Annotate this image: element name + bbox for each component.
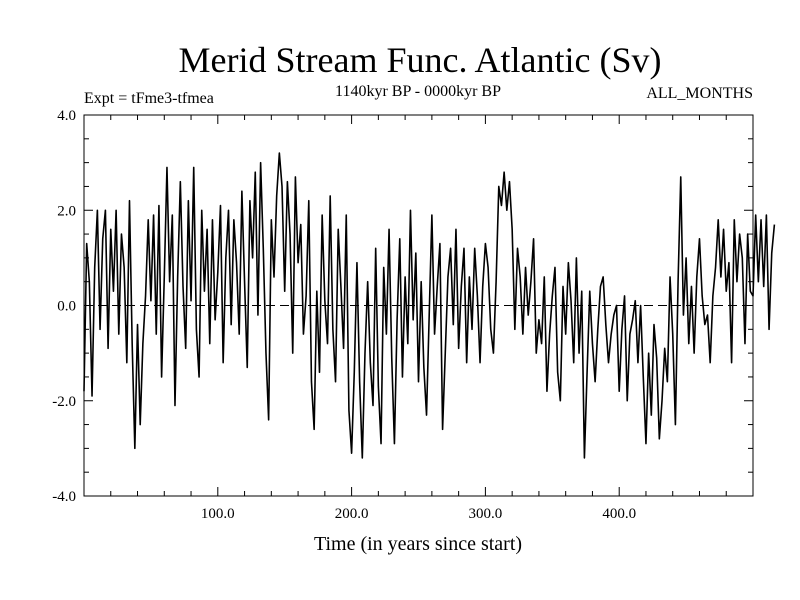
- x-tick-label: 400.0: [602, 506, 636, 522]
- x-tick-label: 100.0: [201, 506, 235, 522]
- y-tick-label: 4.0: [57, 108, 76, 124]
- axis-ticks: 100.0 200.0 300.0 400.0 4.0 2.0 0.0 -2.0 -4.0: [52, 108, 753, 522]
- y-tick-label: -4.0: [52, 489, 76, 505]
- x-axis-label: Time (in years since start): [314, 533, 522, 555]
- y-tick-label: 2.0: [57, 203, 76, 219]
- experiment-label: Expt = tFme3-tfmea: [84, 90, 214, 107]
- y-tick-label: 0.0: [57, 299, 76, 315]
- x-tick-label: 300.0: [469, 506, 503, 522]
- chart-title: Merid Stream Func. Atlantic (Sv): [179, 40, 662, 80]
- chart-subtitle: 1140kyr BP - 0000kyr BP: [335, 83, 501, 100]
- y-tick-label: -2.0: [52, 394, 76, 410]
- series-line-0: [83, 152, 776, 459]
- x-tick-label: 200.0: [335, 506, 369, 522]
- months-label: ALL_MONTHS: [646, 85, 753, 102]
- plot-area: [83, 114, 776, 497]
